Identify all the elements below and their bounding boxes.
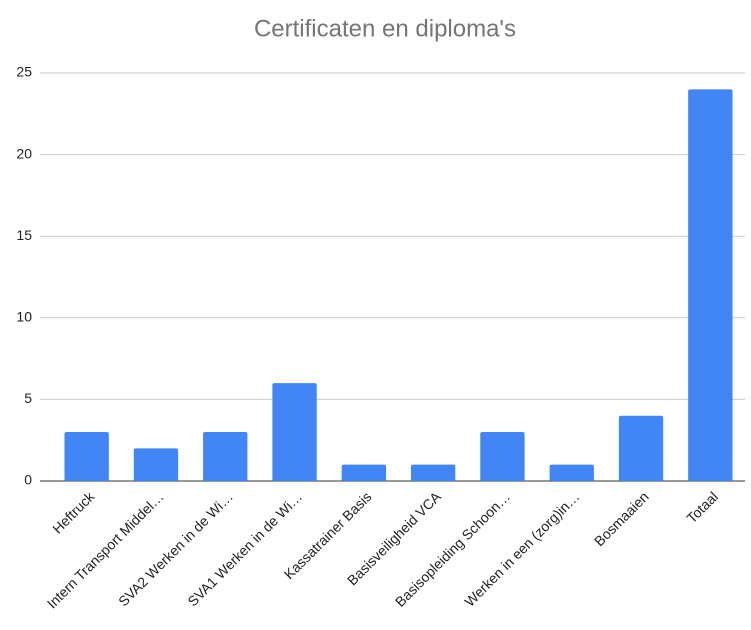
x-tick-label: SVA2 Werken in de Wi… [115, 488, 236, 609]
y-tick-label: 20 [16, 145, 32, 161]
chart-title: Certificaten en diploma's [254, 15, 516, 42]
bar [480, 432, 525, 481]
x-tick-label: Heftruck [49, 488, 98, 537]
x-tick-label: Werken in een (zorg)in… [461, 488, 582, 609]
x-tick-label: Basisopleiding Schoon… [392, 488, 513, 609]
y-tick-label: 25 [16, 64, 32, 80]
x-tick-label: Totaal [683, 488, 721, 526]
bar [203, 432, 248, 481]
x-tick-label: Intern Transport Middel… [44, 488, 167, 611]
bar [688, 89, 733, 481]
x-tick-label: SVA1 Werken in de Wi… [184, 488, 305, 609]
bar [272, 383, 317, 481]
bar [64, 432, 109, 481]
y-tick-label: 5 [24, 390, 32, 406]
y-tick-label: 10 [16, 309, 32, 325]
bar [341, 464, 387, 481]
bar [618, 415, 664, 481]
y-tick-label: 15 [16, 227, 32, 243]
y-tick-label: 0 [24, 472, 32, 488]
x-tick-label: Bosmaaien [591, 488, 652, 549]
bar [410, 464, 456, 481]
bar [133, 448, 179, 481]
bar [549, 464, 594, 481]
